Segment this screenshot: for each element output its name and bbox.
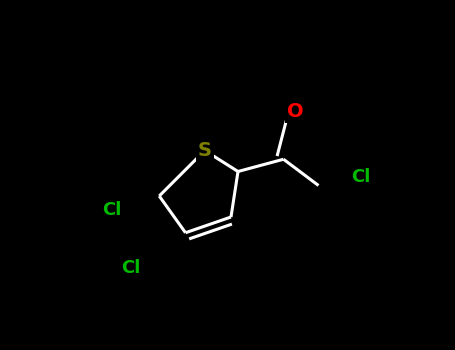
Text: Cl: Cl bbox=[351, 168, 370, 186]
Text: O: O bbox=[288, 103, 304, 121]
Text: Cl: Cl bbox=[121, 259, 141, 277]
Text: S: S bbox=[198, 141, 212, 160]
Text: Cl: Cl bbox=[102, 201, 121, 219]
